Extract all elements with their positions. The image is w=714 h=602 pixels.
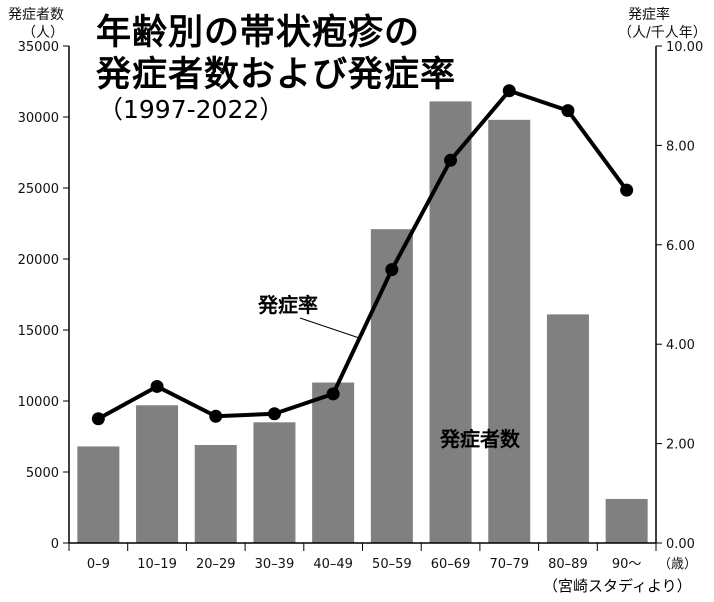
bar-series-annotation: 発症者数: [439, 427, 521, 451]
left-tick-label: 25000: [18, 182, 59, 197]
left-tick-label: 35000: [18, 40, 59, 55]
rate-series-annotation: 発症率: [257, 293, 318, 317]
x-tick-label: 0–9: [87, 557, 110, 572]
rate-point-50–59: [385, 263, 399, 277]
bar-60–69: [429, 101, 472, 543]
x-tick-label: 60–69: [431, 557, 471, 572]
left-tick-label: 20000: [18, 253, 59, 268]
rate-point-0–9: [91, 412, 105, 426]
left-axis-label: 発症者数: [8, 7, 64, 23]
source-note: （宮崎スタディより）: [543, 577, 692, 595]
left-tick-label: 15000: [18, 324, 59, 339]
bar-70–79: [488, 119, 531, 543]
x-tick-label: 80–89: [548, 557, 588, 572]
bar-80–89: [546, 314, 589, 543]
right-tick-label: 10.00: [666, 40, 703, 55]
rate-point-30–39: [267, 407, 281, 421]
x-tick-label: 30–39: [255, 557, 295, 572]
rate-point-60–69: [444, 153, 458, 167]
rate-point-40–49: [326, 387, 340, 401]
rate-point-20–29: [209, 409, 223, 423]
right-tick-label: 2.00: [666, 438, 695, 453]
right-axis-unit: （人/千人年）: [618, 25, 707, 41]
chart-title-line2: 発症者数および発症率: [96, 55, 457, 95]
x-tick-label: 10–19: [137, 557, 177, 572]
x-tick-label: 40–49: [313, 557, 353, 572]
bar-10–19: [136, 405, 179, 543]
rate-line: [97, 88, 629, 421]
left-axis-unit: （人）: [22, 25, 64, 41]
bar-50–59: [370, 229, 413, 543]
right-tick-label: 8.00: [666, 139, 695, 154]
left-tick-label: 5000: [26, 466, 59, 481]
left-tick-label: 0: [51, 537, 59, 552]
x-tick-label: 50–59: [372, 557, 412, 572]
bar-40–49: [312, 382, 355, 543]
bar-20–29: [194, 445, 237, 543]
x-tick-label: 20–29: [196, 557, 236, 572]
right-tick-label: 4.00: [666, 338, 695, 353]
right-tick-label: 0.00: [666, 537, 695, 552]
right-axis-label: 発症率: [628, 7, 670, 23]
left-tick-label: 30000: [18, 111, 59, 126]
rate-point-10–19: [150, 379, 164, 393]
right-tick-label: 6.00: [666, 239, 695, 254]
rate-point-70–79: [502, 84, 516, 98]
rate-annotation-leader: [299, 317, 359, 339]
chart-title-line1: 年齢別の帯状疱疹の: [96, 13, 421, 53]
bar-0–9: [77, 446, 120, 543]
bar-30–39: [253, 422, 296, 543]
bar-90～: [605, 498, 648, 543]
left-tick-label: 10000: [18, 395, 59, 410]
rate-point-80–89: [561, 104, 575, 118]
chart-subtitle: （1997-2022）: [98, 95, 285, 124]
x-tick-label: 70–79: [489, 557, 529, 572]
x-axis-unit: （歳）: [658, 557, 697, 572]
rate-point-90～: [620, 183, 634, 197]
x-tick-label: 90～: [612, 557, 642, 572]
